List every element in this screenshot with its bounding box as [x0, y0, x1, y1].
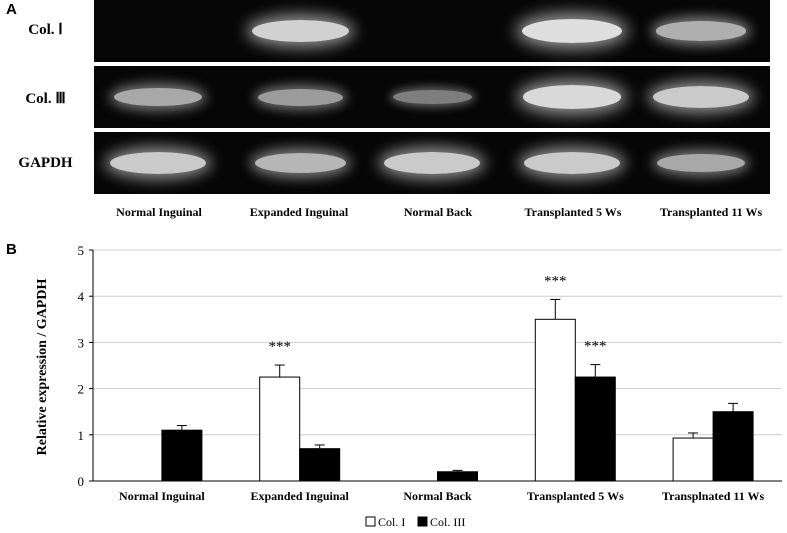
gel-image-col3 — [94, 66, 770, 128]
x-tick-label: Transplanted 5 Ws — [527, 489, 624, 503]
gel-band — [653, 86, 749, 108]
x-tick-label: Expanded Inguinal — [251, 489, 350, 503]
gel-band — [522, 85, 622, 109]
x-tick-label: Normal Inguinal — [119, 489, 205, 503]
gel-row-label-col3: Col. Ⅲ — [25, 91, 66, 107]
bar — [299, 448, 341, 482]
bar — [259, 376, 301, 482]
y-tick-label: 2 — [78, 382, 85, 397]
gel-band — [114, 87, 202, 107]
legend-label: Col. I — [378, 515, 405, 529]
y-tick-label: 4 — [78, 289, 85, 304]
significance-label: *** — [268, 339, 291, 355]
gel-lane-label: Transplanted 5 Ws — [524, 205, 622, 219]
gel-image-col1 — [94, 0, 770, 62]
bar — [437, 471, 478, 482]
x-tick-label: Transplnated 11 Ws — [662, 489, 765, 503]
gel-lane-label: Normal Back — [403, 205, 473, 219]
panel-b-letter: B — [6, 241, 17, 258]
gel-row-label-gapdh: GAPDH — [18, 155, 73, 171]
bar — [712, 411, 754, 482]
legend-label: Col. III — [430, 515, 465, 529]
bar — [161, 429, 203, 482]
y-tick-label: 0 — [78, 474, 85, 489]
bar — [574, 376, 616, 482]
gel-image-gapdh — [94, 132, 770, 194]
y-tick-label: 3 — [78, 335, 85, 350]
gel-lane-label: Expanded Inguinal — [249, 205, 349, 219]
legend-swatch — [365, 516, 376, 527]
gel-band — [254, 153, 346, 173]
significance-label: *** — [584, 339, 607, 355]
bar — [672, 437, 714, 482]
y-tick-label: 1 — [78, 428, 85, 443]
bar — [534, 318, 576, 482]
gel-band — [384, 152, 480, 174]
gel-lane-label: Normal Inguinal — [116, 205, 202, 219]
panel-a-letter: A — [6, 1, 17, 18]
gel-band — [522, 19, 622, 43]
significance-label: *** — [544, 273, 567, 289]
gel-band — [657, 153, 745, 173]
gel-lane-label: Transplanted 11 Ws — [659, 205, 763, 219]
x-tick-label: Normal Back — [403, 489, 472, 503]
gel-row-label-col1: Col. Ⅰ — [28, 22, 63, 38]
y-tick-label: 5 — [78, 243, 85, 258]
gel-band — [251, 19, 349, 43]
gel-band — [656, 21, 746, 41]
legend-swatch — [417, 516, 428, 527]
y-axis-label: Relative expression / GAPDH — [35, 279, 50, 456]
gel-band — [392, 89, 472, 105]
gel-band — [110, 152, 206, 174]
gel-band — [524, 152, 620, 174]
gel-band — [257, 88, 343, 106]
